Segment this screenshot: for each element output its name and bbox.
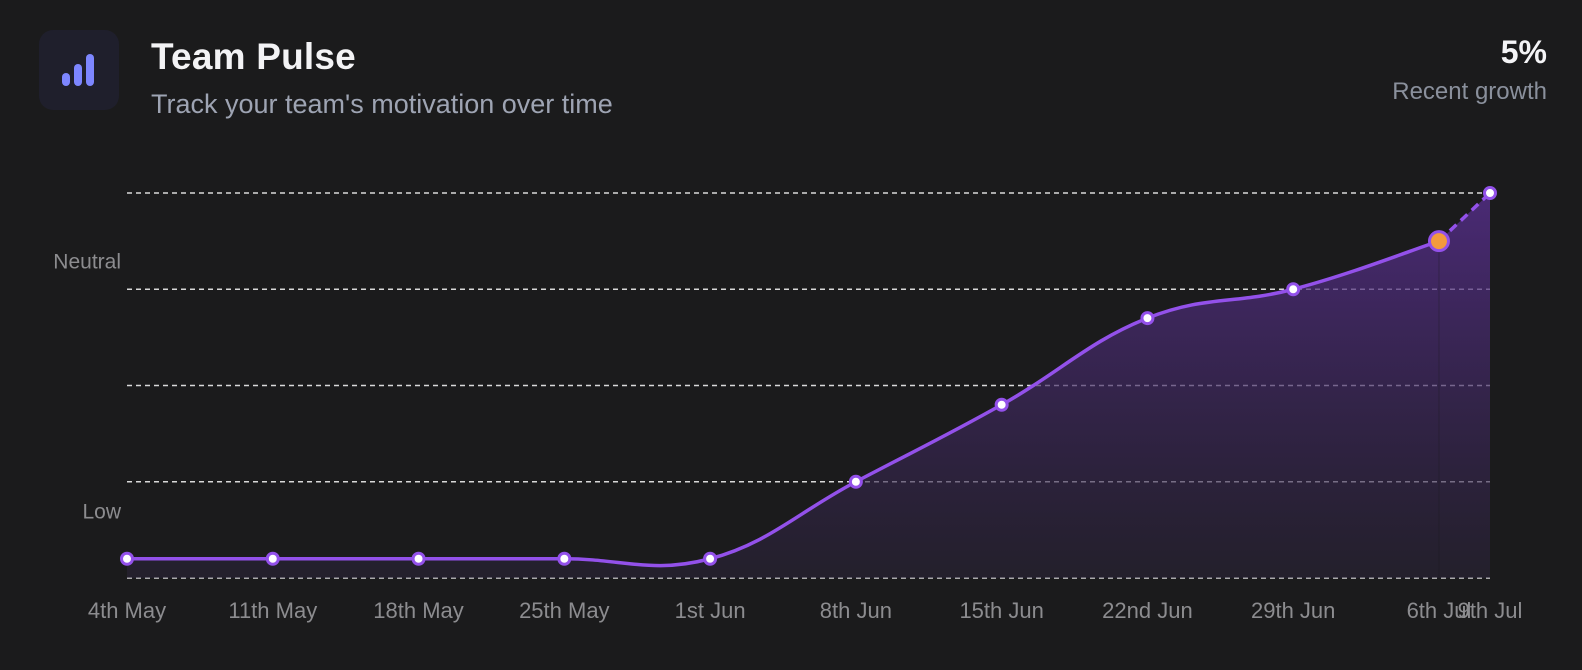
data-point-10 [1483, 186, 1497, 200]
x-tick-label: 9th Jul [1458, 598, 1523, 623]
bar-chart-icon [39, 30, 119, 110]
y-tick-label: Neutral [53, 250, 121, 273]
growth-label: Recent growth [1392, 78, 1547, 105]
data-point-0 [120, 551, 134, 566]
point-layer [120, 186, 1497, 566]
x-axis-labels: 4th May 11th May 18th May 25th May 1st Jun 8t… [88, 598, 1523, 623]
x-tick-label: 6th Jul [1407, 598, 1472, 623]
x-tick-label: 8th Jun [820, 598, 892, 623]
highlight-point [1427, 230, 1450, 253]
data-point-4 [703, 551, 718, 566]
line-layer [125, 191, 1492, 568]
data-point-6 [994, 397, 1009, 412]
projection-line [1437, 191, 1492, 243]
growth-value: 5% [1500, 34, 1547, 70]
data-point-5 [848, 474, 863, 489]
y-axis-labels: Low Neutral [53, 250, 122, 523]
x-tick-label: 4th May [88, 598, 166, 623]
data-point-2 [411, 551, 426, 566]
x-tick-label: 11th May [228, 598, 317, 623]
area-fill [127, 193, 1490, 578]
data-point-1 [265, 551, 280, 566]
chart-title: Team Pulse [151, 36, 356, 77]
area-layer [127, 193, 1490, 578]
x-tick-label: 1st Jun [675, 598, 746, 623]
data-point-7 [1140, 311, 1155, 326]
data-point-8 [1286, 282, 1301, 297]
x-tick-label: 22nd Jun [1102, 598, 1193, 623]
x-tick-label: 29th Jun [1251, 598, 1335, 623]
chart-subtitle: Track your team's motivation over time [151, 89, 613, 119]
data-point-3 [557, 551, 572, 566]
y-tick-label: Low [82, 501, 121, 524]
series-line [125, 239, 1441, 568]
x-tick-label: 15th Jun [959, 598, 1043, 623]
x-tick-label: 25th May [519, 598, 610, 623]
x-tick-label: 18th May [373, 598, 464, 623]
